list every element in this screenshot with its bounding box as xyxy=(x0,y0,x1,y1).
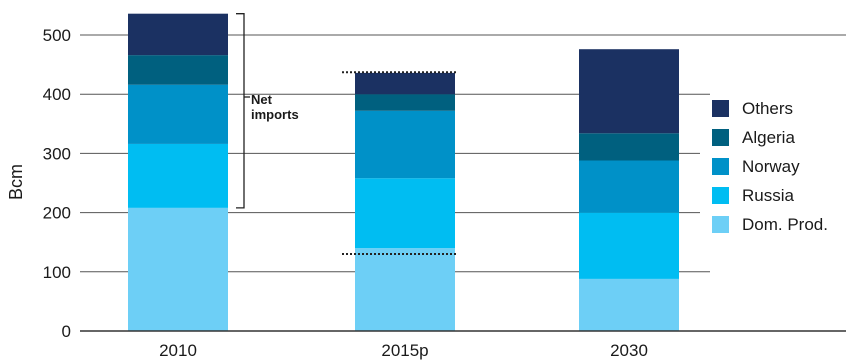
bar-segment-algeria-2030 xyxy=(579,133,679,161)
legend-swatch xyxy=(712,129,729,146)
legend-label: Norway xyxy=(742,157,800,176)
y-axis-title: Bcm xyxy=(6,164,26,200)
legend-swatch xyxy=(712,100,729,117)
y-tick-label: 0 xyxy=(62,322,71,341)
y-tick-label: 400 xyxy=(43,85,71,104)
legend: Others Algeria Norway Russia Dom. Prod. xyxy=(700,95,846,245)
bars xyxy=(128,13,679,331)
bar-segment-russia-2015p xyxy=(355,178,455,249)
bar-segment-norway-2030 xyxy=(579,160,679,213)
bar-segment-dom-prod--2030 xyxy=(579,278,679,331)
legend-label: Russia xyxy=(742,186,795,205)
net-imports-label: Net xyxy=(251,92,273,107)
legend-swatch xyxy=(712,158,729,175)
legend-swatch xyxy=(712,187,729,204)
x-tick-label: 2030 xyxy=(610,341,648,360)
bar-segment-norway-2010 xyxy=(128,84,228,144)
y-tick-label: 500 xyxy=(43,26,71,45)
bar-segment-others-2015p xyxy=(355,72,455,95)
bar-segment-norway-2015p xyxy=(355,110,455,179)
y-tick-label: 200 xyxy=(43,204,71,223)
net-imports-label: imports xyxy=(251,107,299,122)
x-tick-label: 2010 xyxy=(159,341,197,360)
bar-segment-algeria-2010 xyxy=(128,55,228,85)
legend-swatch xyxy=(712,216,729,233)
net-imports-bracket xyxy=(236,13,245,209)
y-tick-labels: 0 100 200 300 400 500 xyxy=(43,26,71,341)
bar-segment-russia-2030 xyxy=(579,212,679,279)
legend-label: Dom. Prod. xyxy=(742,215,828,234)
y-tick-label: 100 xyxy=(43,263,71,282)
y-tick-label: 300 xyxy=(43,144,71,163)
bar-segment-others-2010 xyxy=(128,13,228,56)
bar-segment-dom-prod--2010 xyxy=(128,207,228,331)
legend-label: Others xyxy=(742,99,793,118)
x-tick-label: 2015p xyxy=(381,341,428,360)
legend-label: Algeria xyxy=(742,128,795,147)
bar-segment-others-2030 xyxy=(579,49,679,134)
bar-segment-dom-prod--2015p xyxy=(355,248,455,331)
bar-segment-algeria-2015p xyxy=(355,94,455,111)
x-tick-labels: 2010 2015p 2030 xyxy=(159,341,648,360)
bar-segment-russia-2010 xyxy=(128,143,228,208)
